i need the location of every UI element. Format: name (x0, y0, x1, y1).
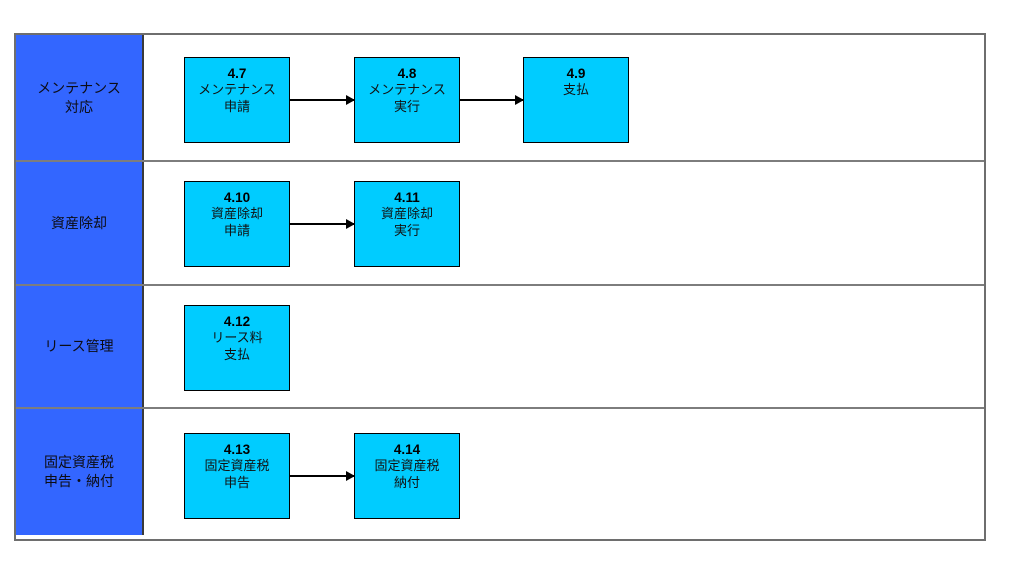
flow-arrow (290, 219, 355, 229)
lane-row-maintenance: メンテナンス 対応 4.7 メンテナンス 申請 4.8 メンテナンス 実行 4.… (16, 35, 984, 162)
process-box-label: 資産除却 (380, 206, 433, 221)
flow-arrow (290, 471, 355, 481)
process-box-4-7: 4.7 メンテナンス 申請 (184, 57, 290, 143)
process-box-label: 実行 (393, 222, 420, 238)
process-box-number: 4.9 (566, 66, 586, 81)
process-box-label: リース料 (211, 330, 263, 345)
process-box-4-12: 4.12 リース料 支払 (184, 305, 290, 391)
process-box-4-10: 4.10 資産除却 申請 (184, 181, 290, 267)
process-box-number: 4.10 (223, 190, 251, 205)
process-box-4-11: 4.11 資産除却 実行 (354, 181, 460, 267)
process-box-4-14: 4.14 固定資産税 納付 (354, 433, 460, 519)
process-box-label: 申告 (223, 474, 250, 490)
lane-content-maintenance: 4.7 メンテナンス 申請 4.8 メンテナンス 実行 4.9 支払 (144, 35, 984, 160)
process-box-number: 4.14 (393, 442, 421, 457)
process-box-label: メンテナンス (368, 82, 446, 97)
process-box-label: 申請 (223, 98, 250, 114)
process-box-number: 4.13 (223, 442, 251, 457)
process-box-label: 固定資産税 (374, 458, 440, 473)
process-box-label: 支払 (562, 82, 589, 97)
lane-row-lease-management: リース管理 4.12 リース料 支払 (16, 286, 984, 409)
lane-row-asset-retirement: 資産除却 4.10 資産除却 申請 4.11 資産除却 実行 (16, 162, 984, 286)
swimlane-table: メンテナンス 対応 4.7 メンテナンス 申請 4.8 メンテナンス 実行 4.… (14, 33, 986, 541)
lane-label-lease-management: リース管理 (16, 286, 144, 407)
process-box-label: 支払 (223, 346, 250, 362)
process-box-label: 資産除却 (210, 206, 263, 221)
process-box-4-9: 4.9 支払 (523, 57, 629, 143)
lane-label-fixed-asset-tax: 固定資産税 申告・納付 (16, 409, 144, 535)
lane-content-lease-management: 4.12 リース料 支払 (144, 286, 984, 407)
lane-content-asset-retirement: 4.10 資産除却 申請 4.11 資産除却 実行 (144, 162, 984, 284)
process-box-number: 4.8 (397, 66, 417, 81)
process-box-label: 納付 (393, 474, 420, 490)
process-box-label: 実行 (393, 98, 420, 114)
process-box-number: 4.7 (227, 66, 247, 81)
process-box-4-8: 4.8 メンテナンス 実行 (354, 57, 460, 143)
flow-arrow (460, 95, 524, 105)
process-box-number: 4.11 (394, 190, 420, 205)
lane-label-maintenance: メンテナンス 対応 (16, 35, 144, 160)
lane-row-fixed-asset-tax: 固定資産税 申告・納付 4.13 固定資産税 申告 4.14 固定資産税 納付 (16, 409, 984, 535)
process-box-label: 申請 (223, 222, 250, 238)
process-box-number: 4.12 (223, 314, 251, 329)
process-box-label: 固定資産税 (204, 458, 270, 473)
lane-label-asset-retirement: 資産除却 (16, 162, 144, 284)
process-box-4-13: 4.13 固定資産税 申告 (184, 433, 290, 519)
lane-content-fixed-asset-tax: 4.13 固定資産税 申告 4.14 固定資産税 納付 (144, 409, 984, 535)
process-box-label: メンテナンス (198, 82, 276, 97)
flow-arrow (290, 95, 355, 105)
